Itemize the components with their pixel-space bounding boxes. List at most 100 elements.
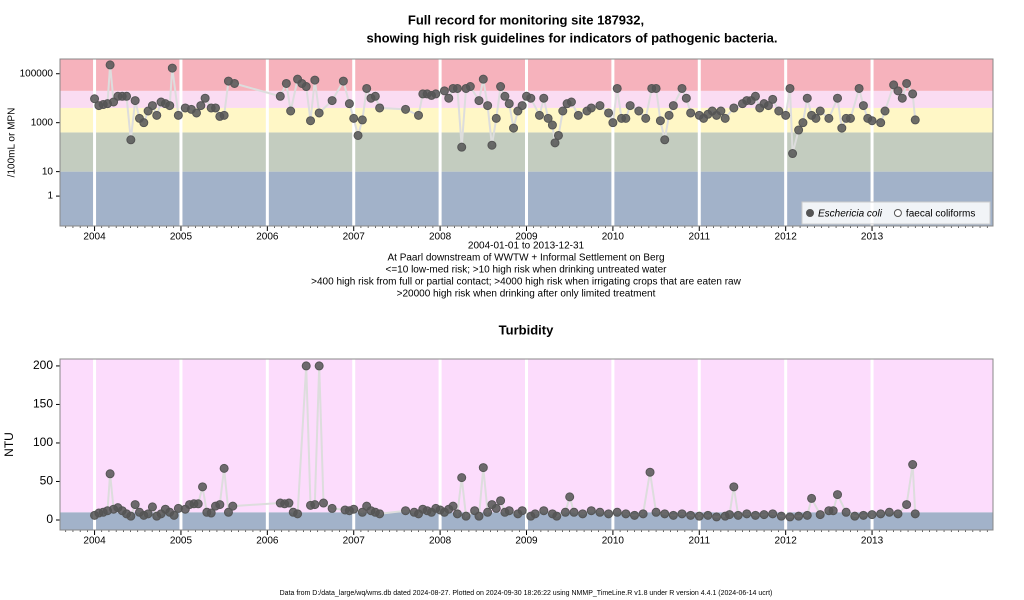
x-tick-label: 2008 xyxy=(429,536,452,547)
data-point xyxy=(281,78,291,88)
data-point xyxy=(565,492,575,502)
y-axis-label: /100mL or MPN xyxy=(7,108,18,178)
data-point xyxy=(314,108,324,118)
data-point xyxy=(552,511,562,521)
legend-marker xyxy=(893,209,902,217)
x-tick-label: 2013 xyxy=(861,232,884,243)
data-point xyxy=(509,123,519,133)
data-point xyxy=(802,510,812,520)
data-point xyxy=(414,110,424,120)
data-point xyxy=(802,93,812,103)
data-point xyxy=(604,509,614,519)
data-point xyxy=(362,83,372,93)
data-point xyxy=(781,110,791,120)
data-point xyxy=(612,83,622,93)
data-point xyxy=(733,510,743,520)
x-tick-label: 2012 xyxy=(775,536,798,547)
data-point xyxy=(401,104,411,114)
data-point xyxy=(314,361,324,371)
data-point xyxy=(729,103,739,113)
data-point xyxy=(173,110,183,120)
data-point xyxy=(130,500,140,510)
data-point xyxy=(483,507,493,517)
data-point xyxy=(230,78,240,88)
data-point xyxy=(742,509,752,519)
data-point xyxy=(893,86,903,96)
data-point xyxy=(139,118,149,128)
data-point xyxy=(126,511,136,521)
data-point xyxy=(720,113,730,123)
x-tick-label: 2012 xyxy=(775,232,798,243)
y-tick-label: 100000 xyxy=(20,68,54,79)
data-point xyxy=(90,94,100,104)
data-point xyxy=(910,115,920,125)
data-point xyxy=(774,106,784,116)
data-point xyxy=(854,83,864,93)
data-point xyxy=(794,125,804,135)
data-point xyxy=(908,460,918,470)
data-point xyxy=(301,82,311,92)
data-point xyxy=(553,130,563,140)
data-point xyxy=(837,123,847,133)
data-point xyxy=(478,74,488,84)
data-point xyxy=(193,499,203,509)
data-point xyxy=(401,506,411,516)
data-point xyxy=(612,507,622,517)
data-point xyxy=(327,96,337,106)
data-point xyxy=(651,83,661,93)
data-point xyxy=(517,101,527,111)
data-point xyxy=(794,511,804,521)
data-point xyxy=(902,500,912,510)
data-point xyxy=(200,93,210,103)
data-point xyxy=(750,91,760,101)
y-tick-label: 1000 xyxy=(31,117,54,128)
data-point xyxy=(889,80,899,90)
data-point xyxy=(725,510,735,520)
data-point xyxy=(491,503,501,513)
data-point xyxy=(664,110,674,120)
data-point xyxy=(526,93,536,103)
data-point xyxy=(876,509,886,519)
data-point xyxy=(547,120,557,130)
data-point xyxy=(167,63,177,73)
data-point xyxy=(845,113,855,123)
data-point xyxy=(625,101,635,111)
y-tick-label: 150 xyxy=(33,397,53,411)
data-point xyxy=(349,113,359,123)
x-tick-label: 2013 xyxy=(861,536,884,547)
data-point xyxy=(206,508,216,518)
data-point xyxy=(815,510,825,520)
data-point xyxy=(543,113,553,123)
x-tick-label: 2008 xyxy=(429,232,452,243)
data-point xyxy=(370,91,380,101)
x-tick-label: 2004 xyxy=(83,232,106,243)
data-point xyxy=(634,106,644,116)
legend: Eschericia coli faecal coliforms xyxy=(801,201,991,225)
data-point xyxy=(694,511,704,521)
data-point xyxy=(858,510,868,520)
data-point xyxy=(301,361,311,371)
x-tick-label: 2006 xyxy=(256,232,279,243)
data-point xyxy=(908,89,918,99)
data-point xyxy=(729,482,739,492)
data-point xyxy=(884,507,894,517)
data-point xyxy=(788,149,798,159)
data-point xyxy=(306,116,316,126)
data-point xyxy=(452,83,462,93)
legend-label: faecal coliforms xyxy=(906,209,975,220)
data-point xyxy=(897,93,907,103)
data-point xyxy=(833,93,842,103)
data-point xyxy=(776,511,786,521)
x-tick-label: 2010 xyxy=(602,232,625,243)
data-point xyxy=(122,91,132,101)
data-point xyxy=(759,510,769,520)
data-point xyxy=(677,83,687,93)
data-point xyxy=(349,504,359,514)
legend-label: Eschericia coli xyxy=(818,209,883,220)
data-point xyxy=(910,509,920,519)
data-point xyxy=(604,108,614,118)
data-point xyxy=(677,509,687,519)
data-point xyxy=(275,91,285,101)
data-point xyxy=(641,113,651,123)
data-point xyxy=(461,511,471,521)
